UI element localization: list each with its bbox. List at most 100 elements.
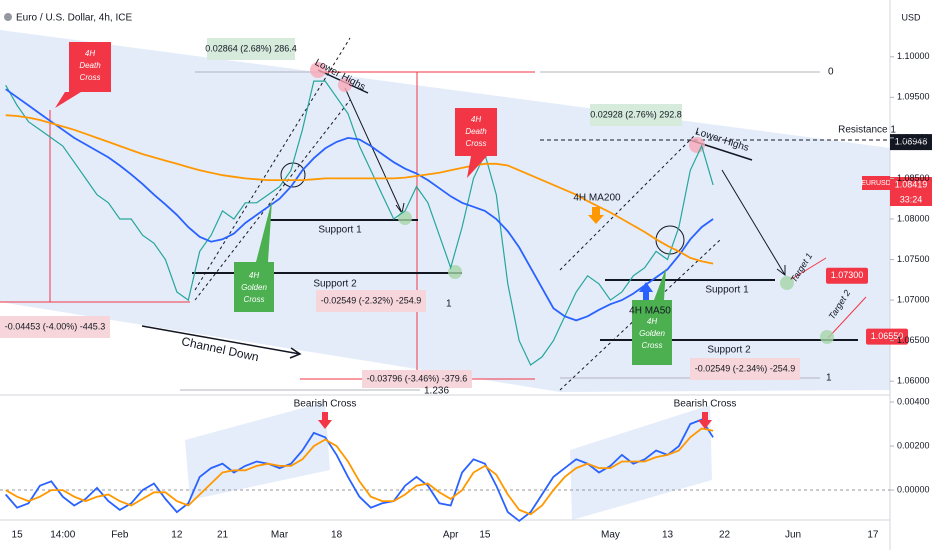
highlight [338,78,352,92]
callout-text: Golden [241,283,267,292]
fib-label: 0 [828,67,834,78]
x-tick-label: Feb [111,530,129,541]
annotation: Support 2 [313,279,357,290]
y-tick-label: 1.09000 [897,132,930,142]
annotation: 4H MA50 [629,306,671,317]
trend-channel [194,99,351,301]
target-line [827,296,867,339]
y-tick-label: 1.08500 [897,173,930,183]
x-tick-label: 18 [331,530,343,541]
measure-text: -0.02549 (-2.32%) -254.9 [321,295,422,305]
arrow [721,169,786,276]
callout-text: Cross [466,139,487,148]
arrow [141,325,302,359]
fib-label: 1 [446,299,452,310]
price-tag [890,134,932,151]
y-tick-label: 1.06500 [897,335,930,345]
series-line [5,114,714,265]
highlight [310,62,326,78]
callout-text: Golden [639,329,665,338]
measure-box [316,290,426,312]
annotation: Bearish Cross [294,399,357,410]
price-tag-text: 1.08419 [895,179,928,189]
price-tag [826,267,868,284]
callout-text: Cross [80,73,101,82]
macd-channel [570,405,712,520]
callout-text: Death [465,127,487,136]
x-tick-label: Mar [271,530,289,541]
callout-text: 4H [471,115,481,124]
callout-text: Death [79,61,101,70]
annotation: Support 1 [705,285,749,296]
measure-text: 0.02928 (2.76%) 292.8 [590,109,682,119]
callout [234,200,274,312]
x-tick-label: Apr [443,530,459,541]
x-tick-label: 15 [12,530,24,541]
tag-layer: 1.08948 1.08419 33:24 1.07300 1.06550 [826,134,932,345]
target-line [789,257,827,281]
callout-text: 4H [647,317,657,326]
measure-box [207,38,295,60]
x-tick-label: 14:00 [50,530,75,541]
callout-text: Cross [642,341,663,350]
fib-label: 1.236 [424,386,449,397]
series-line [5,418,714,523]
symbol-tag [862,176,890,190]
callout [55,42,111,108]
price-tag-text: 1.07300 [831,270,864,280]
price-tag-text: 1.08948 [895,136,928,146]
trend-channel [194,37,351,291]
y-tick-label: 1.06000 [897,376,930,386]
y-tick-label: 1.08000 [897,213,930,223]
highlight [398,211,412,225]
currency: USD [901,12,921,22]
x-tick-label: 21 [217,530,229,541]
measure-box [590,104,682,126]
measure-box [0,316,110,338]
price-tag [866,328,908,345]
macd-channel [185,402,330,500]
arrow-icon [588,207,604,224]
y-tick-label: 0.00000 [897,484,930,494]
highlight [448,265,462,279]
annotation: Bearish Cross [674,399,737,410]
series-line [5,427,714,516]
x-tick-label: 17 [867,530,879,541]
highlight [689,137,705,153]
callout [632,268,672,365]
countdown-text: 33:24 [900,194,923,204]
symbol-icon [4,13,12,21]
series-layer [5,80,714,523]
countdown-tag [890,193,932,207]
x-tick-label: 12 [171,530,183,541]
arrow-icon [639,282,653,300]
measure-text: -0.02549 (-2.34%) -254.9 [695,363,796,373]
measure-box [690,358,800,380]
y-tick-label: 0.00400 [897,396,930,406]
arrow-icon [698,412,712,429]
symbol-tag-text: EURUSD [861,180,891,187]
x-tick-label: 15 [479,530,491,541]
x-tick-label: Jun [785,530,801,541]
y-tick-label: 1.10000 [897,51,930,61]
callout-text: 4H [85,49,95,58]
measure-box [362,370,472,388]
callout-text: 4H [249,271,259,280]
series-line [5,88,714,322]
measure-text: -0.04453 (-4.00%) -445.3 [5,321,106,331]
annotation: Support 1 [318,225,362,236]
x-tick-label: 22 [719,530,731,541]
y-tick-label: 0.00200 [897,440,930,450]
arrow-icon [318,412,332,429]
price-tag-text: 1.06550 [871,331,904,341]
annotation: Resistance 1 [838,125,896,136]
callout [455,108,497,178]
y-tick-label: 1.07000 [897,294,930,304]
callout-text: Cross [244,295,265,304]
y-tick-label: 1.09500 [897,92,930,102]
price-tag [890,177,932,194]
fib-label: 1 [826,373,832,384]
series-line [5,80,714,366]
y-tick-label: 1.07500 [897,254,930,264]
